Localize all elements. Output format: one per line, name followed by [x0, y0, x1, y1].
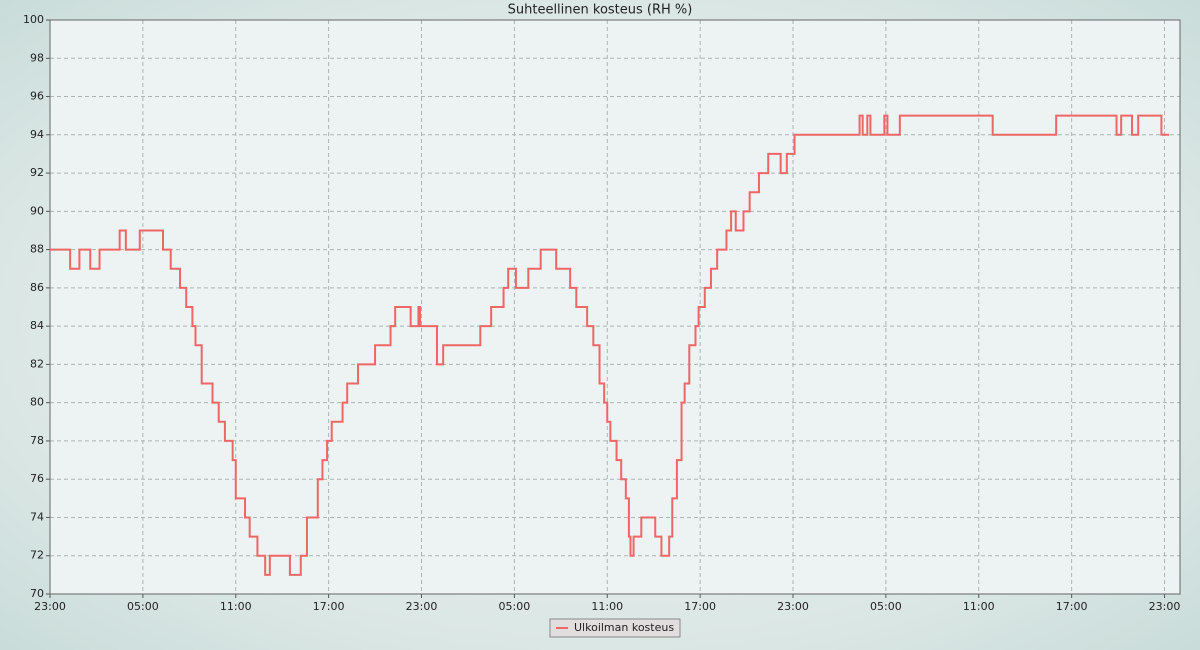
x-tick-label: 11:00 — [963, 600, 995, 613]
y-tick-label: 86 — [30, 281, 44, 294]
y-tick-label: 70 — [30, 587, 44, 600]
y-tick-label: 76 — [30, 472, 44, 485]
plot-frame — [49, 19, 1181, 595]
y-tick-label: 78 — [30, 434, 44, 447]
y-tick-label: 74 — [30, 510, 44, 523]
legend-box — [549, 618, 681, 638]
y-tick-label: 100 — [23, 13, 44, 26]
x-tick-label: 23:00 — [777, 600, 809, 613]
x-tick-label: 05:00 — [870, 600, 902, 613]
x-tick-label: 17:00 — [684, 600, 716, 613]
legend-label: Ulkoilman kosteus — [574, 621, 674, 634]
y-tick-label: 94 — [30, 128, 44, 141]
x-tick-label: 23:00 — [406, 600, 438, 613]
x-tick-label: 05:00 — [127, 600, 159, 613]
y-tick-label: 72 — [30, 549, 44, 562]
chart-title: Suhteellinen kosteus (RH %) — [508, 3, 693, 18]
x-tick-label: 17:00 — [313, 600, 345, 613]
y-tick-label: 98 — [30, 51, 44, 64]
y-tick-label: 82 — [30, 357, 44, 370]
plot-area — [50, 20, 1180, 594]
y-tick-label: 96 — [30, 90, 44, 103]
y-tick-label: 88 — [30, 243, 44, 256]
x-tick-label: 11:00 — [220, 600, 252, 613]
x-tick-label: 05:00 — [499, 600, 531, 613]
y-tick-label: 84 — [30, 319, 44, 332]
y-tick-label: 80 — [30, 396, 44, 409]
y-tick-label: 90 — [30, 204, 44, 217]
data-line — [50, 114, 1170, 576]
x-tick-label: 23:00 — [34, 600, 66, 613]
x-tick-label: 23:00 — [1149, 600, 1181, 613]
x-tick-label: 11:00 — [591, 600, 623, 613]
x-tick-label: 17:00 — [1056, 600, 1088, 613]
y-tick-label: 92 — [30, 166, 44, 179]
